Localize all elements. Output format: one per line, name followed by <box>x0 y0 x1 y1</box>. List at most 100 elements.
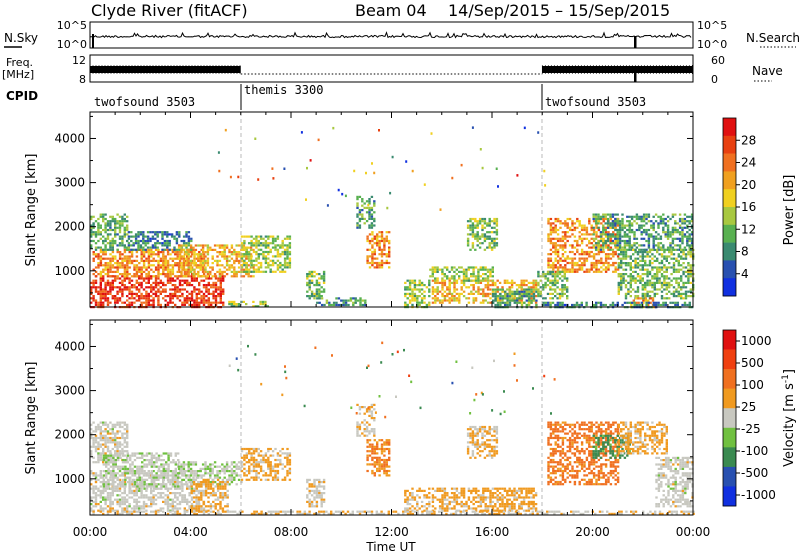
echo-cell <box>506 299 509 302</box>
echo-cell <box>690 237 694 240</box>
echo-cell <box>145 286 148 289</box>
echo-cell <box>534 284 538 287</box>
echo-cell <box>159 303 162 306</box>
echo-cell <box>261 300 265 303</box>
echo-cell <box>135 489 138 492</box>
echo-cell <box>429 268 432 271</box>
echo-cell <box>641 292 644 295</box>
echo-cell <box>690 233 694 236</box>
echo-cell <box>420 288 424 291</box>
echo-cell <box>542 288 545 291</box>
echo-cell <box>617 281 620 284</box>
echo-cell <box>189 259 193 262</box>
echo-cell <box>171 500 174 503</box>
echo-cell <box>647 233 651 236</box>
echo-cell <box>94 220 98 223</box>
echo-cell <box>135 266 139 269</box>
echo-cell <box>680 277 683 280</box>
echo-cell <box>166 253 170 256</box>
echo-cell <box>683 226 687 229</box>
echo-cell <box>647 244 651 247</box>
echo-cell <box>230 266 234 269</box>
echo-cell <box>128 257 131 260</box>
power-echoes <box>90 126 695 309</box>
echo-cell <box>114 509 117 512</box>
echo-cell <box>99 303 102 306</box>
echo-cell <box>230 246 234 249</box>
echo-cell <box>121 301 124 304</box>
echo-cell <box>218 244 222 247</box>
echo-cell <box>446 295 449 298</box>
echo-cell <box>663 288 666 291</box>
echo-cell <box>513 290 516 293</box>
echo-cell <box>205 288 208 291</box>
echo-cell <box>183 270 187 273</box>
echo-cell <box>171 292 174 295</box>
echo-cell <box>556 237 560 240</box>
echo-cell <box>255 257 258 260</box>
echo-cell <box>106 303 110 306</box>
echo-cell <box>200 301 203 304</box>
echo-cell <box>527 281 531 284</box>
echo-cell <box>127 246 131 249</box>
echo-cell <box>648 255 652 258</box>
echo-cell <box>614 250 617 254</box>
echo-cell <box>99 279 102 282</box>
echo-cell <box>467 277 470 280</box>
echo-cell <box>588 270 591 273</box>
echo-cell <box>436 286 439 289</box>
echo-cell <box>481 220 484 223</box>
echo-cell <box>632 275 635 278</box>
echo-speck <box>481 166 484 170</box>
echo-cell <box>201 251 205 254</box>
echo-cell <box>404 288 407 291</box>
echo-cell <box>92 505 95 508</box>
echo-cell <box>109 215 112 218</box>
echo-cell <box>288 259 292 262</box>
echo-cell <box>406 297 409 300</box>
echo-cell <box>306 284 309 287</box>
echo-cell <box>147 248 151 251</box>
echo-cell <box>218 253 222 256</box>
echo-speck <box>423 183 426 186</box>
echo-cell <box>152 270 155 273</box>
echo-cell <box>92 279 95 282</box>
echo-cell <box>118 215 122 218</box>
echo-cell <box>259 244 263 247</box>
echo-cell <box>597 220 601 223</box>
echo-cell <box>173 237 176 240</box>
echo-cell <box>162 290 165 293</box>
freq-trace <box>89 65 693 82</box>
echo-cell <box>632 248 635 251</box>
echo-cell <box>602 228 605 232</box>
echo-cell <box>493 217 496 221</box>
echo-cell <box>99 476 102 479</box>
echo-cell <box>592 264 596 267</box>
echo-cell <box>123 432 126 435</box>
echo-cell <box>189 266 193 269</box>
echo-cell <box>544 284 547 287</box>
echo-cell <box>356 195 359 198</box>
echo-cell <box>527 286 531 289</box>
echo-cell <box>257 268 260 271</box>
echo-cell <box>169 292 172 295</box>
echo-cell <box>322 288 326 291</box>
echo-speck <box>405 160 408 163</box>
echo-cell <box>639 297 643 300</box>
echo-cell <box>547 303 550 307</box>
echo-cell <box>607 248 610 251</box>
echo-cell <box>629 262 632 265</box>
echo-cell <box>130 231 133 234</box>
echo-cell <box>510 281 514 284</box>
echo-cell <box>604 217 608 221</box>
echo-cell <box>599 246 603 249</box>
echo-cell <box>622 255 625 258</box>
echo-cell <box>230 300 233 303</box>
echo-cell <box>99 226 102 229</box>
echo-cell <box>106 290 110 293</box>
echo-cell <box>644 268 647 271</box>
echo-cell <box>283 266 287 269</box>
echo-cell <box>564 233 567 236</box>
echo-cell <box>145 281 148 284</box>
echo-cell <box>687 262 690 265</box>
